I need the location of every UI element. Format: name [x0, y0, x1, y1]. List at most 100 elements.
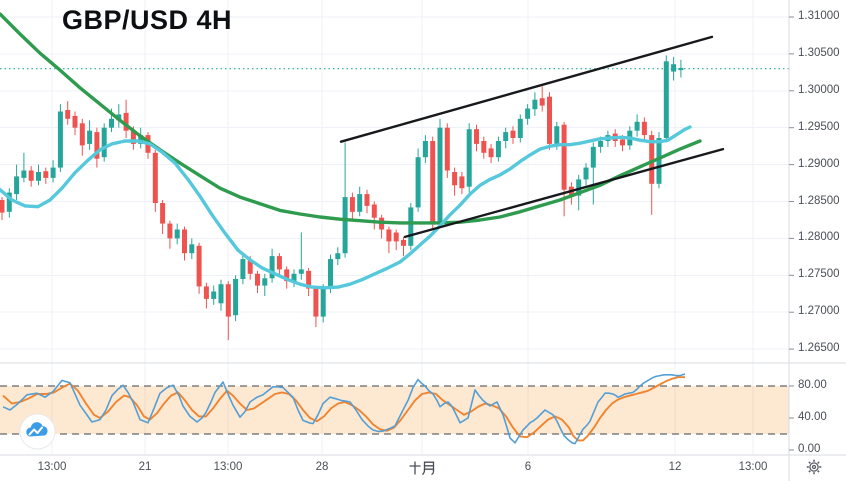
- candle-body: [386, 229, 392, 242]
- price-tick-label: 1.27500: [798, 268, 840, 281]
- ma-slow-line: [0, 12, 702, 225]
- candle-body: [663, 61, 669, 138]
- candle-body: [576, 179, 582, 196]
- candle-body: [481, 141, 487, 153]
- candle-body: [101, 127, 107, 158]
- candle-body: [444, 127, 450, 171]
- candle-body: [233, 279, 239, 316]
- candle-body: [174, 229, 180, 239]
- oscillator-tick-label: 40.00: [798, 411, 827, 423]
- oscillator-tick-label: 0.00: [798, 443, 821, 455]
- candle-body: [247, 260, 253, 274]
- candle-body: [503, 132, 509, 141]
- candle-body: [328, 259, 333, 289]
- candle-body: [167, 223, 173, 239]
- candle-body: [130, 130, 136, 144]
- symbol-title: GBP/USD 4H: [62, 5, 233, 35]
- cloud-chart-logo-icon[interactable]: [19, 413, 56, 450]
- candle-body: [320, 288, 326, 317]
- candle-body: [211, 291, 217, 299]
- candle-body: [656, 138, 662, 184]
- price-tick-label: 1.28000: [798, 231, 840, 244]
- price-tick-label: 1.29000: [798, 157, 840, 170]
- oscillator-tick-label: 80.00: [798, 379, 827, 391]
- candle-body: [313, 288, 319, 317]
- candle-body: [276, 256, 282, 270]
- time-tick-label: 13:00: [37, 461, 67, 473]
- candle-body: [109, 118, 114, 128]
- price-tick-label: 1.30000: [798, 83, 840, 96]
- candle-body: [678, 67, 684, 71]
- candle-body: [28, 170, 34, 181]
- candle-body: [189, 244, 195, 254]
- candle-body: [123, 112, 129, 131]
- price-tick-label: 1.30500: [798, 46, 840, 59]
- candle-body: [437, 127, 443, 223]
- channel-upper-trendline: [339, 35, 714, 143]
- candle-body: [620, 139, 625, 146]
- candle-body: [510, 130, 516, 138]
- candle-body: [0, 200, 5, 213]
- price-tick-label: 1.28500: [798, 194, 840, 207]
- candle-body: [466, 129, 472, 187]
- candle-body: [6, 192, 12, 212]
- candle-body: [583, 167, 589, 180]
- candle-body: [182, 229, 187, 254]
- candle-body: [203, 286, 209, 299]
- candle-body: [422, 141, 428, 158]
- candle-body: [138, 135, 144, 144]
- candle-body: [284, 269, 290, 282]
- candle-body: [152, 152, 158, 203]
- candle-body: [452, 172, 458, 186]
- candle-body: [474, 129, 479, 144]
- settings-gear-icon[interactable]: [806, 459, 822, 475]
- candle-body: [517, 118, 523, 138]
- price-tick-label: 1.26500: [798, 342, 840, 355]
- candle-body: [14, 176, 20, 195]
- candle-body: [371, 204, 377, 218]
- time-tick-label: 13:00: [738, 461, 768, 473]
- candle-body: [65, 110, 71, 119]
- candle-body: [262, 278, 268, 286]
- candle-body: [43, 171, 49, 178]
- candle-body: [598, 141, 604, 147]
- oscillator-k-line: [2, 373, 686, 445]
- candle-body: [415, 157, 421, 208]
- candle-body: [408, 207, 414, 246]
- price-tick-label: 1.27000: [798, 305, 840, 318]
- ma-fast-line: [0, 125, 692, 290]
- candle-body: [50, 167, 56, 178]
- candle-body: [269, 256, 275, 279]
- candle-body: [79, 123, 85, 146]
- candle-body: [94, 132, 100, 159]
- candle-body: [357, 194, 363, 212]
- candle-body: [547, 96, 552, 144]
- time-tick-label: 6: [524, 461, 532, 473]
- candle-body: [495, 141, 501, 158]
- candle-body: [306, 270, 312, 289]
- candle-body: [364, 194, 370, 206]
- candle-body: [335, 253, 341, 260]
- october-cjk-glyph: [409, 461, 435, 475]
- candle-body: [21, 170, 27, 178]
- candle-body: [539, 98, 545, 106]
- candle-body: [72, 115, 78, 128]
- time-tick-label: 13:00: [213, 461, 243, 473]
- candle-body: [36, 172, 41, 181]
- candle-body: [87, 130, 93, 144]
- candle-body: [401, 239, 406, 246]
- candle-body: [554, 126, 560, 144]
- candle-body: [349, 197, 355, 212]
- oscillator-d-line: [2, 376, 685, 442]
- candle-body: [671, 64, 677, 72]
- candle-body: [298, 269, 304, 274]
- candle-body: [291, 273, 297, 282]
- time-tick-label: 28: [315, 461, 329, 473]
- candle-body: [525, 108, 531, 119]
- candle-body: [225, 284, 231, 317]
- candle-body: [532, 99, 538, 110]
- candle-body: [255, 273, 260, 286]
- channel-lower-trendline: [403, 147, 725, 239]
